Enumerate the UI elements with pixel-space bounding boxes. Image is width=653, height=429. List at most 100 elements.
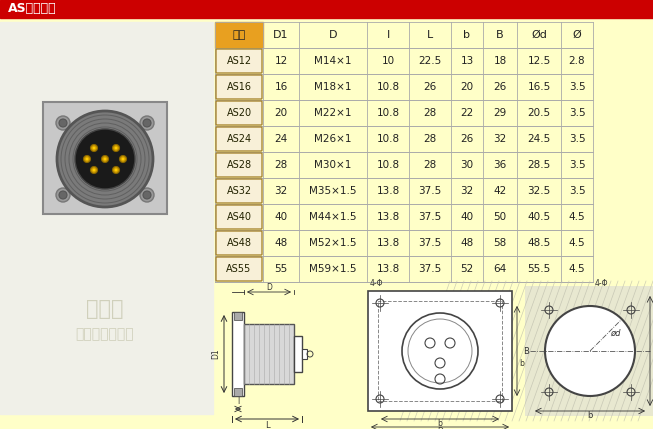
Circle shape	[59, 191, 67, 199]
Circle shape	[86, 157, 89, 160]
Bar	[232, 312, 244, 396]
Text: 20: 20	[274, 108, 287, 118]
Text: 26: 26	[423, 82, 437, 92]
Text: 22.5: 22.5	[419, 56, 441, 66]
Text: 新机电有限公司: 新机电有限公司	[76, 327, 135, 341]
Text: 48.5: 48.5	[528, 238, 550, 248]
Bar	[0, 22, 213, 414]
Bar	[244, 324, 294, 384]
Text: b: b	[587, 411, 593, 420]
Circle shape	[84, 155, 91, 163]
Text: 26: 26	[494, 82, 507, 92]
Text: AS16: AS16	[227, 82, 251, 92]
Bar	[234, 388, 242, 396]
Text: M18×1: M18×1	[314, 82, 352, 92]
Text: 64: 64	[494, 264, 507, 274]
Bar	[294, 336, 302, 372]
Circle shape	[59, 119, 67, 127]
FancyBboxPatch shape	[216, 127, 262, 151]
Text: 55.5: 55.5	[528, 264, 550, 274]
Text: 24: 24	[274, 134, 287, 144]
FancyBboxPatch shape	[216, 205, 262, 229]
Bar	[378, 301, 502, 401]
Text: 37.5: 37.5	[419, 238, 441, 248]
Text: 28.5: 28.5	[528, 160, 550, 170]
Text: 22: 22	[460, 108, 473, 118]
Circle shape	[140, 116, 154, 130]
Text: 13.8: 13.8	[376, 238, 400, 248]
Bar	[0, 0, 653, 18]
Text: M44×1.5: M44×1.5	[310, 212, 357, 222]
Text: Ø: Ø	[573, 30, 581, 40]
Text: 37.5: 37.5	[419, 186, 441, 196]
Text: D: D	[437, 428, 443, 429]
Text: 3.5: 3.5	[569, 134, 585, 144]
Text: M26×1: M26×1	[314, 134, 352, 144]
Text: 18: 18	[494, 56, 507, 66]
FancyBboxPatch shape	[216, 231, 262, 255]
Text: M14×1: M14×1	[314, 56, 352, 66]
Circle shape	[101, 155, 108, 163]
Text: 广州市: 广州市	[86, 299, 124, 319]
FancyBboxPatch shape	[216, 49, 262, 73]
Text: 32: 32	[494, 134, 507, 144]
Text: 28: 28	[423, 134, 437, 144]
Circle shape	[112, 166, 119, 173]
Text: 24.5: 24.5	[528, 134, 550, 144]
Text: M35×1.5: M35×1.5	[310, 186, 357, 196]
FancyBboxPatch shape	[216, 179, 262, 203]
Text: 48: 48	[460, 238, 473, 248]
Text: 13: 13	[460, 56, 473, 66]
Circle shape	[140, 188, 154, 202]
Text: AS24: AS24	[227, 134, 251, 144]
Text: 58: 58	[494, 238, 507, 248]
Text: 16.5: 16.5	[528, 82, 550, 92]
Text: 36: 36	[494, 160, 507, 170]
Circle shape	[93, 146, 95, 149]
FancyBboxPatch shape	[216, 153, 262, 177]
Text: 3.5: 3.5	[569, 82, 585, 92]
Circle shape	[112, 145, 119, 151]
Text: 42: 42	[494, 186, 507, 196]
Text: AS12: AS12	[227, 56, 251, 66]
Text: 40: 40	[274, 212, 287, 222]
Text: 3.5: 3.5	[569, 186, 585, 196]
Text: AS55: AS55	[227, 264, 251, 274]
Text: 尺寸: 尺寸	[232, 30, 246, 40]
Text: L: L	[427, 30, 433, 40]
Text: AS40: AS40	[227, 212, 251, 222]
Text: 37.5: 37.5	[419, 264, 441, 274]
Text: 4-Φ: 4-Φ	[370, 278, 383, 287]
Text: 2.8: 2.8	[569, 56, 585, 66]
Circle shape	[93, 169, 95, 172]
Text: AS28: AS28	[227, 160, 251, 170]
Text: 52: 52	[460, 264, 473, 274]
Text: M59×1.5: M59×1.5	[310, 264, 357, 274]
Text: 10.8: 10.8	[376, 134, 400, 144]
Text: AS方型插座: AS方型插座	[8, 3, 57, 15]
Text: D1: D1	[273, 30, 289, 40]
Circle shape	[545, 306, 635, 396]
Bar	[215, 22, 593, 282]
Text: 32.5: 32.5	[528, 186, 550, 196]
Circle shape	[143, 191, 151, 199]
Text: Ød: Ød	[531, 30, 547, 40]
Circle shape	[121, 157, 125, 160]
Text: 20.5: 20.5	[528, 108, 550, 118]
Circle shape	[56, 116, 70, 130]
Circle shape	[57, 111, 153, 207]
Text: 29: 29	[494, 108, 507, 118]
Text: L: L	[264, 422, 269, 429]
Text: 28: 28	[423, 108, 437, 118]
Text: 4.5: 4.5	[569, 212, 585, 222]
Circle shape	[56, 188, 70, 202]
Text: ød: ød	[610, 329, 620, 338]
Text: 12.5: 12.5	[528, 56, 550, 66]
Circle shape	[75, 129, 135, 189]
FancyBboxPatch shape	[216, 101, 262, 125]
Text: 10: 10	[381, 56, 394, 66]
Text: 10.8: 10.8	[376, 82, 400, 92]
Text: 40.5: 40.5	[528, 212, 550, 222]
Text: 28: 28	[274, 160, 287, 170]
Text: 32: 32	[274, 186, 287, 196]
